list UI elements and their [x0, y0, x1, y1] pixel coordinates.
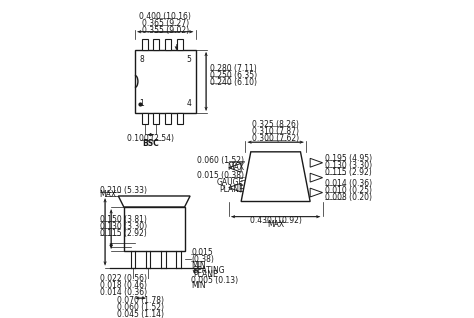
- Polygon shape: [310, 158, 323, 167]
- Text: 0.365 (9.27): 0.365 (9.27): [142, 19, 189, 28]
- Text: 0.015 (0.38): 0.015 (0.38): [197, 171, 244, 180]
- Text: 0.355 (9.02): 0.355 (9.02): [142, 26, 189, 35]
- Text: 0.115 (2.92): 0.115 (2.92): [100, 229, 146, 238]
- Bar: [142, 39, 148, 50]
- Text: 0.250 (6.35): 0.250 (6.35): [210, 71, 257, 80]
- Bar: [154, 39, 159, 50]
- Polygon shape: [229, 163, 241, 172]
- Text: MIN: MIN: [191, 281, 206, 290]
- Text: 1: 1: [139, 99, 144, 108]
- Text: 0.008 (0.20): 0.008 (0.20): [325, 193, 372, 202]
- Text: MIN: MIN: [191, 261, 206, 270]
- Polygon shape: [241, 152, 310, 202]
- Text: 0.070 (1.78): 0.070 (1.78): [117, 296, 164, 305]
- Text: 0.430 (10.92): 0.430 (10.92): [250, 216, 301, 225]
- Text: 8: 8: [139, 55, 144, 64]
- Text: 0.005 (0.13): 0.005 (0.13): [191, 276, 238, 285]
- Text: 0.060 (1.52): 0.060 (1.52): [197, 156, 244, 165]
- Bar: [154, 113, 159, 124]
- Text: 0.060 (1.52): 0.060 (1.52): [117, 303, 164, 312]
- Text: 4: 4: [187, 99, 191, 108]
- Text: MAX: MAX: [227, 163, 244, 172]
- Text: 0.300 (7.62): 0.300 (7.62): [252, 134, 299, 143]
- Text: 0.014 (0.36): 0.014 (0.36): [100, 288, 146, 297]
- Polygon shape: [229, 183, 241, 192]
- Text: 5: 5: [187, 55, 191, 64]
- Text: 0.210 (5.33): 0.210 (5.33): [100, 186, 146, 195]
- Text: 0.280 (7.11): 0.280 (7.11): [210, 64, 257, 73]
- Text: MAX: MAX: [100, 190, 117, 199]
- Text: 0.015: 0.015: [191, 248, 213, 257]
- Text: 0.014 (0.36): 0.014 (0.36): [325, 179, 373, 188]
- Text: PLANE: PLANE: [193, 270, 218, 279]
- Text: GAUGE: GAUGE: [217, 178, 244, 187]
- Text: SEATING: SEATING: [193, 266, 226, 275]
- Text: BSC: BSC: [142, 139, 159, 148]
- Text: 0.115 (2.92): 0.115 (2.92): [325, 168, 372, 177]
- Text: 0.022 (0.56): 0.022 (0.56): [100, 274, 146, 283]
- Text: 0.045 (1.14): 0.045 (1.14): [117, 310, 164, 318]
- Bar: [142, 113, 148, 124]
- Text: 0.400 (10.16): 0.400 (10.16): [139, 12, 191, 21]
- Text: (0.38): (0.38): [191, 255, 214, 264]
- Text: 0.195 (4.95): 0.195 (4.95): [325, 154, 373, 163]
- Text: 0.240 (6.10): 0.240 (6.10): [210, 78, 257, 86]
- Bar: [176, 39, 182, 50]
- Polygon shape: [118, 196, 190, 207]
- Text: 0.130 (3.30): 0.130 (3.30): [325, 161, 373, 170]
- Text: 0.130 (3.30): 0.130 (3.30): [100, 222, 146, 232]
- Text: 0.018 (0.46): 0.018 (0.46): [100, 281, 146, 290]
- Bar: [165, 39, 171, 50]
- Text: MAX: MAX: [267, 220, 284, 230]
- Polygon shape: [310, 173, 323, 182]
- Bar: [135, 50, 196, 113]
- Text: 0.310 (7.87): 0.310 (7.87): [252, 127, 299, 136]
- Text: PLANE: PLANE: [219, 185, 244, 194]
- Bar: [176, 113, 182, 124]
- Bar: [165, 113, 171, 124]
- Text: 0.150 (3.81): 0.150 (3.81): [100, 216, 146, 225]
- Text: 0.100 (2.54): 0.100 (2.54): [127, 134, 174, 143]
- Text: 0.010 (0.25): 0.010 (0.25): [325, 186, 372, 195]
- Bar: [124, 207, 184, 251]
- Polygon shape: [310, 188, 323, 197]
- Text: 0.325 (8.26): 0.325 (8.26): [252, 120, 299, 129]
